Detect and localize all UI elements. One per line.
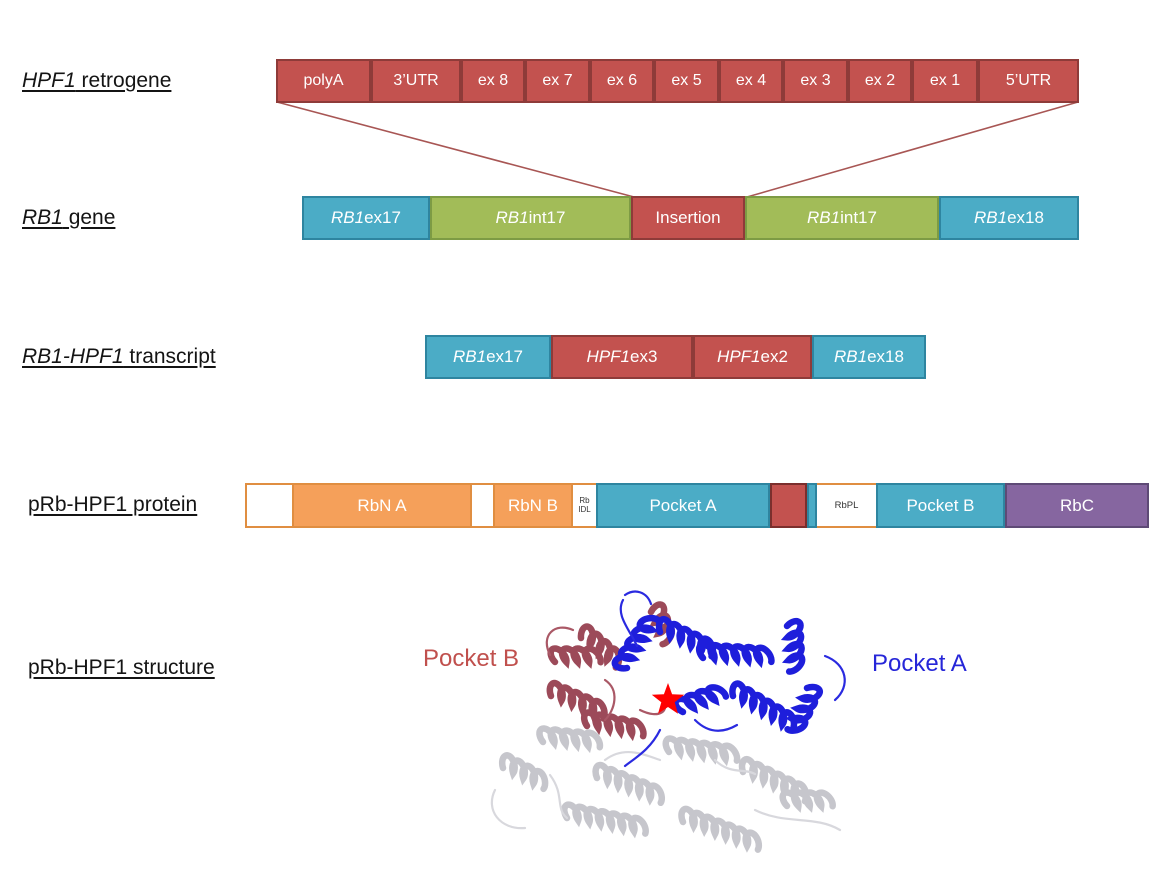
gene-segment-ex17: RB1 ex17 — [302, 196, 430, 240]
retrogene-segment-ex5: ex 5 — [654, 59, 719, 103]
structure-ribbon-image — [490, 590, 846, 853]
transcript-hpf1ex3-italic: HPF1 — [586, 347, 631, 366]
gray-loops — [490, 750, 842, 832]
protein-segment-rbn-a: RbN A — [292, 483, 472, 528]
protein-segment-rbn-b: RbN B — [493, 483, 573, 528]
gene-ex17-italic: RB1 — [331, 208, 365, 227]
transcript-hpf1ex2-italic: HPF1 — [717, 347, 761, 366]
gene-ex17-text: ex17 — [364, 208, 401, 227]
transcript-rb1ex17-italic: RB1 — [453, 347, 487, 366]
protein-segment-rbpl: RbPL — [817, 483, 876, 528]
gene-ex18-italic: RB1 — [974, 208, 1008, 227]
retrogene-segment-ex6: ex 6 — [590, 59, 654, 103]
retrogene-segment-ex1: ex 1 — [912, 59, 978, 103]
protein-segment-linker-1 — [472, 483, 493, 528]
transcript-label-rest: transcript — [123, 345, 216, 368]
gene-bar: RB1 ex17 RB1 int17 Insertion RB1 int17 R… — [302, 196, 1079, 240]
gene-segment-int17-left: RB1 int17 — [430, 196, 631, 240]
gene-segment-int17-right: RB1 int17 — [745, 196, 939, 240]
retrogene-bar: polyA 3’UTR ex 8 ex 7 ex 6 ex 5 ex 4 ex … — [276, 59, 1079, 103]
gene-int17r-text: int17 — [840, 208, 877, 227]
gene-insertion-text: Insertion — [655, 208, 721, 227]
gene-label-rest: gene — [62, 206, 116, 229]
gene-int17r-italic: RB1 — [807, 208, 841, 227]
gene-segment-ex18: RB1 ex18 — [939, 196, 1079, 240]
protein-bar: RbN A RbN B Rb IDL Pocket A RbPL Pocket B… — [245, 483, 1149, 528]
transcript-rb1ex17-text: ex17 — [486, 347, 523, 366]
protein-segment-rbc: RbC — [1005, 483, 1149, 528]
retrogene-label-rest: retrogene — [75, 69, 172, 92]
transcript-rb1ex18-italic: RB1 — [834, 347, 868, 366]
protein-row-label: pRb-HPF1 protein — [28, 493, 198, 516]
red-star-icon — [651, 683, 685, 714]
gene-ex18-text: ex18 — [1007, 208, 1044, 227]
transcript-label-gene-name: RB1-HPF1 — [22, 345, 124, 368]
retrogene-label-gene-name: HPF1 — [22, 69, 76, 92]
transcript-segment-hpf1ex2: HPF1 ex2 — [693, 335, 812, 379]
pocket-a-loops — [619, 590, 846, 768]
retrogene-segment-5utr: 5’UTR — [978, 59, 1079, 103]
gene-row-label: RB1 gene — [22, 205, 115, 231]
protein-segment-pocket-b: Pocket B — [876, 483, 1005, 528]
transcript-segment-rb1ex18: RB1 ex18 — [812, 335, 926, 379]
pocket-a-annotation: Pocket A — [872, 650, 967, 677]
pocket-b-ribbons — [546, 601, 676, 742]
pocket-b-annotation: Pocket B — [423, 645, 520, 672]
protein-segment-rb-idl: Rb IDL — [573, 483, 596, 528]
protein-segment-hpf1-insert — [770, 483, 807, 528]
transcript-hpf1ex3-text: ex3 — [630, 347, 658, 366]
transcript-segment-hpf1ex3: HPF1 ex3 — [551, 335, 693, 379]
transcript-segment-rb1ex17: RB1 ex17 — [425, 335, 551, 379]
retrogene-segment-polya: polyA — [276, 59, 371, 103]
gene-label-gene-name: RB1 — [22, 206, 63, 229]
protein-segment-pocket-a-sliver — [807, 483, 817, 528]
rb-idl-line2: IDL — [578, 504, 591, 514]
transcript-bar: RB1 ex17 HPF1 ex3 HPF1 ex2 RB1 ex18 — [425, 335, 926, 379]
protein-segment-nterm-linker — [245, 483, 292, 528]
pocket-b-loops — [545, 626, 667, 722]
gene-int17l-text: int17 — [528, 208, 566, 227]
transcript-row-label: RB1-HPF1 transcript — [22, 344, 216, 370]
rb-idl-line1: Rb — [579, 496, 590, 505]
retrogene-segment-ex2: ex 2 — [848, 59, 912, 103]
structure-row-label: pRb-HPF1 structure — [28, 656, 215, 679]
gene-int17l-italic: RB1 — [495, 208, 529, 227]
retrogene-segment-ex7: ex 7 — [525, 59, 590, 103]
gene-segment-insertion: Insertion — [631, 196, 745, 240]
pocket-a-ribbons — [611, 614, 823, 734]
retrogene-segment-ex3: ex 3 — [783, 59, 848, 103]
transcript-hpf1ex2-text: ex2 — [760, 347, 788, 366]
retrogene-row-label: HPF1 retrogene — [22, 68, 171, 94]
protein-segment-pocket-a: Pocket A — [596, 483, 770, 528]
retrogene-segment-3utr: 3’UTR — [371, 59, 461, 103]
transcript-rb1ex18-text: ex18 — [867, 347, 904, 366]
gray-ribbons — [498, 725, 836, 853]
retrogene-segment-ex8: ex 8 — [461, 59, 525, 103]
retrogene-segment-ex4: ex 4 — [719, 59, 783, 103]
